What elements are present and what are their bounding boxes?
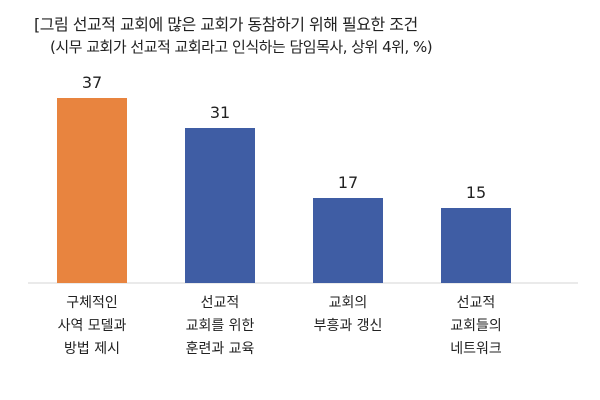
category-label-4-line-2: 교회들의	[450, 318, 502, 334]
category-label-1-line-3: 방법 제시	[64, 341, 120, 357]
bar-3	[313, 198, 383, 283]
category-label-3-line-2: 부흥과 갱신	[314, 318, 383, 334]
category-label-1-line-1: 구체적인	[66, 295, 118, 311]
value-label-4: 15	[466, 183, 486, 202]
bar-2	[185, 128, 255, 283]
chart-subtitle: (시무 교회가 선교적 교회라고 인식하는 담임목사, 상위 4위, %)	[50, 38, 433, 56]
chart-title-line1: [그림 선교적 교회에 많은 교회가 동참하기 위해 필요한 조건	[34, 15, 418, 34]
category-label-3-line-1: 교회의	[329, 295, 368, 311]
category-label-2-line-3: 훈련과 교육	[186, 341, 255, 357]
category-label-2-line-1: 선교적	[201, 295, 240, 311]
value-label-3: 17	[338, 173, 358, 192]
bar-4	[441, 208, 511, 283]
chart-title: [그림 선교적 교회에 많은 교회가 동참하기 위해 필요한 조건 (시무 교회…	[34, 14, 594, 58]
category-label-2-line-2: 교회를 위한	[186, 318, 255, 334]
value-label-1: 37	[82, 73, 102, 92]
bars-group	[57, 98, 511, 283]
category-label-4-line-1: 선교적	[457, 295, 496, 311]
value-labels-group: 37 31 17 15	[82, 73, 486, 202]
category-label-4-line-3: 네트워크	[450, 341, 502, 357]
bar-1	[57, 98, 127, 283]
category-label-1-line-2: 사역 모델과	[58, 318, 127, 334]
value-label-2: 31	[210, 103, 230, 122]
